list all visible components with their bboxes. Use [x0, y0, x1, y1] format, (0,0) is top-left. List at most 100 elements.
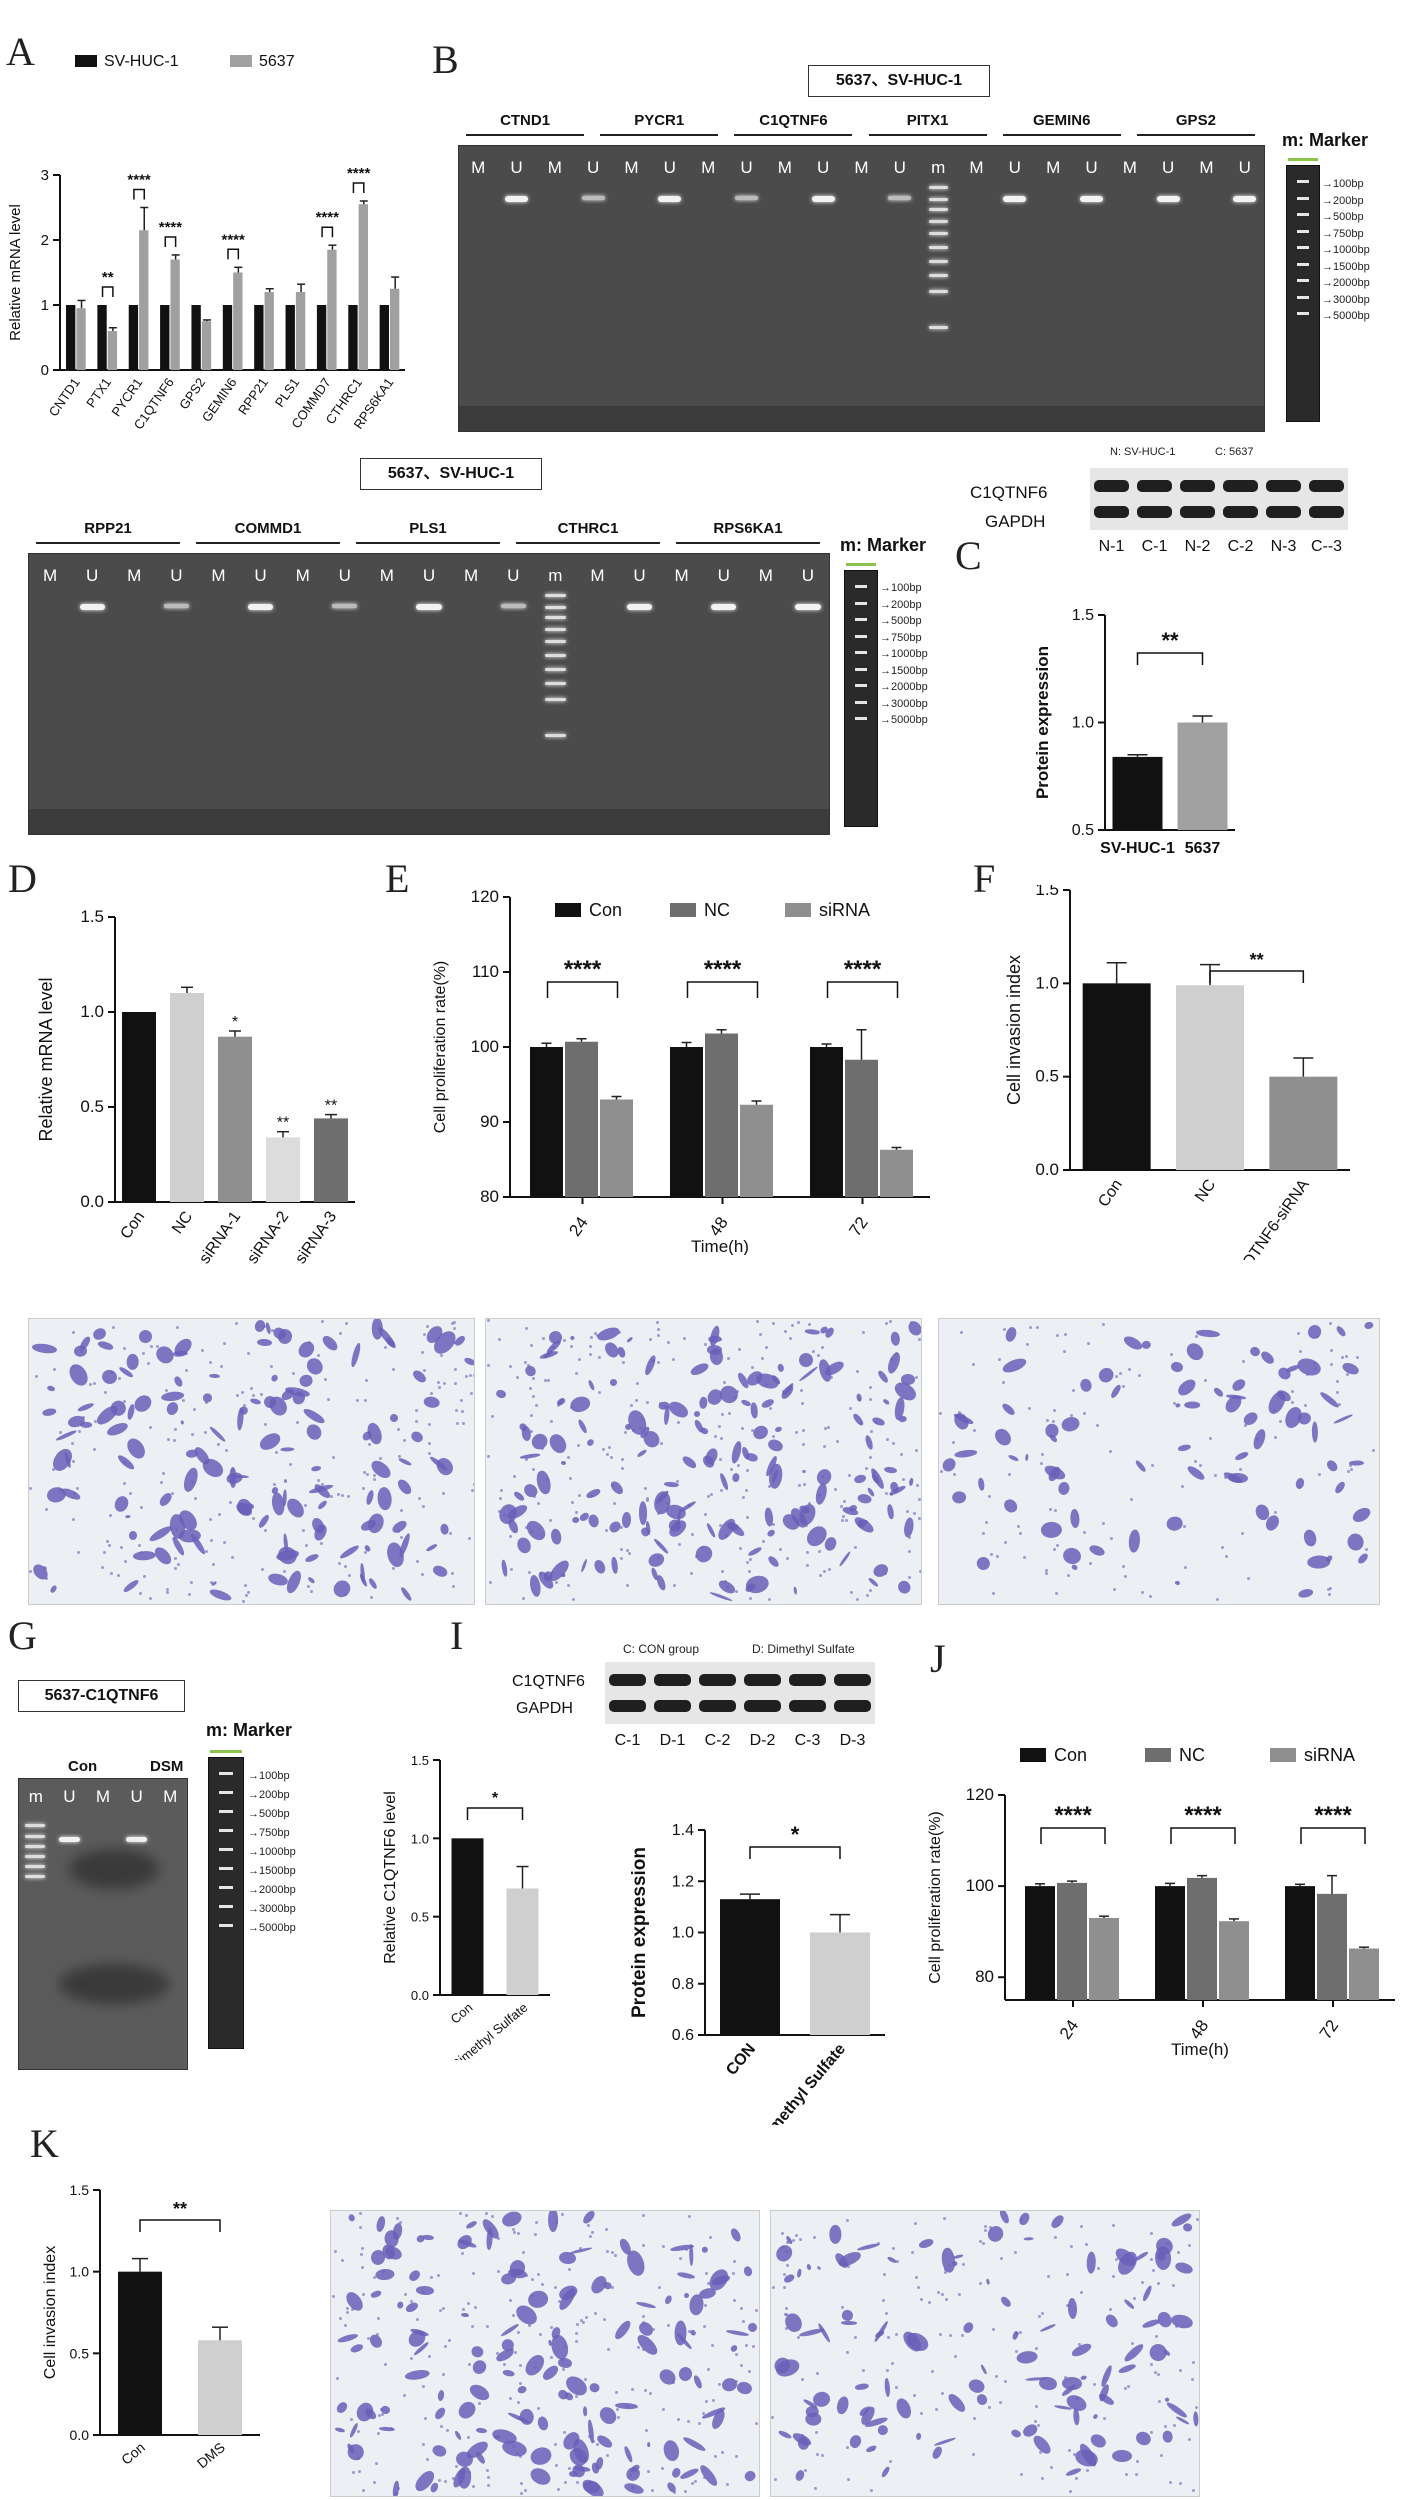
ladder-size-label: →500bp	[880, 615, 922, 627]
stained-cell	[124, 1514, 131, 1519]
ladder-size-label: →100bp	[1322, 178, 1364, 190]
pcr-band	[658, 196, 682, 202]
pore-dot	[779, 1548, 783, 1552]
pore-dot	[223, 1541, 227, 1545]
pore-dot	[1371, 1449, 1375, 1453]
stained-cell	[744, 1452, 759, 1463]
bar	[1187, 1877, 1217, 2000]
pore-dot	[953, 1472, 957, 1476]
pore-dot	[912, 1512, 916, 1516]
stained-cell	[365, 1510, 387, 1535]
pore-dot	[972, 1428, 976, 1432]
ladder-size-label: →5000bp	[880, 714, 928, 726]
pore-dot	[781, 1390, 785, 1394]
pore-dot	[755, 2421, 759, 2425]
pore-dot	[550, 1419, 554, 1423]
pore-dot	[629, 2473, 633, 2477]
stained-cell	[1002, 1496, 1021, 1515]
significance-bracket	[164, 236, 177, 247]
pore-dot	[532, 1467, 536, 1471]
pore-dot	[489, 1580, 493, 1584]
pore-dot	[414, 1409, 418, 1413]
pcr-band	[416, 604, 442, 610]
y-tick-label: 1.5	[411, 1753, 429, 1768]
pore-dot	[617, 2416, 621, 2420]
pore-dot	[846, 2351, 850, 2355]
pore-dot	[784, 2312, 788, 2316]
pore-dot	[940, 2292, 944, 2296]
pore-dot	[703, 2324, 707, 2328]
pore-dot	[541, 1337, 545, 1341]
pore-dot	[1154, 2370, 1158, 2374]
stained-cell	[560, 1460, 567, 1465]
pore-dot	[283, 1570, 287, 1574]
pore-dot	[1002, 1328, 1006, 1332]
pore-dot	[794, 1603, 798, 1604]
pore-dot	[538, 2332, 542, 2336]
significance-label: ****	[347, 165, 371, 182]
pore-dot	[372, 2480, 376, 2484]
x-tick-label: Con	[1095, 1177, 1126, 1211]
y-tick-label: 0.5	[1035, 1067, 1059, 1086]
pore-dot	[571, 1598, 575, 1602]
pore-dot	[1045, 1418, 1049, 1422]
pore-dot	[813, 2235, 816, 2239]
stained-cell	[623, 2481, 645, 2496]
pore-dot	[519, 2454, 523, 2458]
pore-dot	[292, 1372, 296, 1376]
pore-dot	[895, 2332, 899, 2336]
bar	[170, 259, 180, 370]
stained-cell	[1212, 1386, 1225, 1398]
pore-dot	[162, 1472, 166, 1476]
y-tick-label: 1.0	[1072, 715, 1094, 732]
marker-ladder-3	[208, 1757, 244, 2049]
significance-bracket	[133, 188, 146, 200]
pore-dot	[1079, 2224, 1083, 2228]
pore-dot	[754, 2308, 758, 2312]
y-tick-label: 1.0	[411, 1831, 429, 1846]
western-i-blot	[605, 1662, 875, 1724]
pore-dot	[643, 2388, 647, 2392]
ladder-size-label: →500bp	[248, 1808, 290, 1820]
stained-cell	[1123, 2298, 1136, 2311]
stained-cell	[586, 1438, 596, 1448]
pore-dot	[734, 1395, 738, 1399]
pore-dot	[626, 2405, 630, 2409]
pore-dot	[173, 1567, 177, 1571]
stained-cell	[527, 2464, 553, 2488]
pore-dot	[1179, 2482, 1183, 2486]
pore-dot	[939, 1412, 943, 1416]
pore-dot	[771, 2416, 775, 2420]
pore-dot	[800, 1388, 804, 1392]
pore-dot	[1184, 1566, 1188, 1569]
pore-dot	[316, 1478, 320, 1482]
stained-cell	[297, 1373, 314, 1389]
lane-label: U	[63, 1787, 76, 1806]
pore-dot	[745, 1469, 749, 1473]
pore-dot	[606, 1452, 610, 1456]
pore-dot	[471, 2272, 475, 2276]
stained-cell	[884, 2377, 891, 2397]
pore-dot	[688, 2329, 692, 2333]
pore-dot	[804, 1510, 808, 1514]
panel-label-d: D	[8, 856, 37, 901]
stained-cell	[1133, 1459, 1148, 1474]
pore-dot	[848, 1406, 852, 1410]
pore-dot	[381, 2412, 385, 2416]
stained-cell	[469, 2344, 485, 2360]
pore-dot	[1306, 1372, 1310, 1376]
pore-dot	[392, 1367, 396, 1371]
pore-dot	[414, 1419, 418, 1423]
bar	[1177, 722, 1228, 830]
bar	[314, 1118, 348, 1202]
pore-dot	[326, 1398, 330, 1402]
pore-dot	[641, 2243, 645, 2247]
x-tick-label: SV-HUC-1	[1100, 840, 1175, 857]
pore-dot	[191, 1481, 195, 1485]
pore-dot	[578, 2247, 582, 2251]
significance-label: **	[325, 1098, 337, 1115]
pcr-band	[1080, 196, 1103, 202]
pore-dot	[1194, 1459, 1198, 1463]
pore-dot	[815, 2431, 819, 2435]
pore-dot	[598, 1355, 602, 1359]
